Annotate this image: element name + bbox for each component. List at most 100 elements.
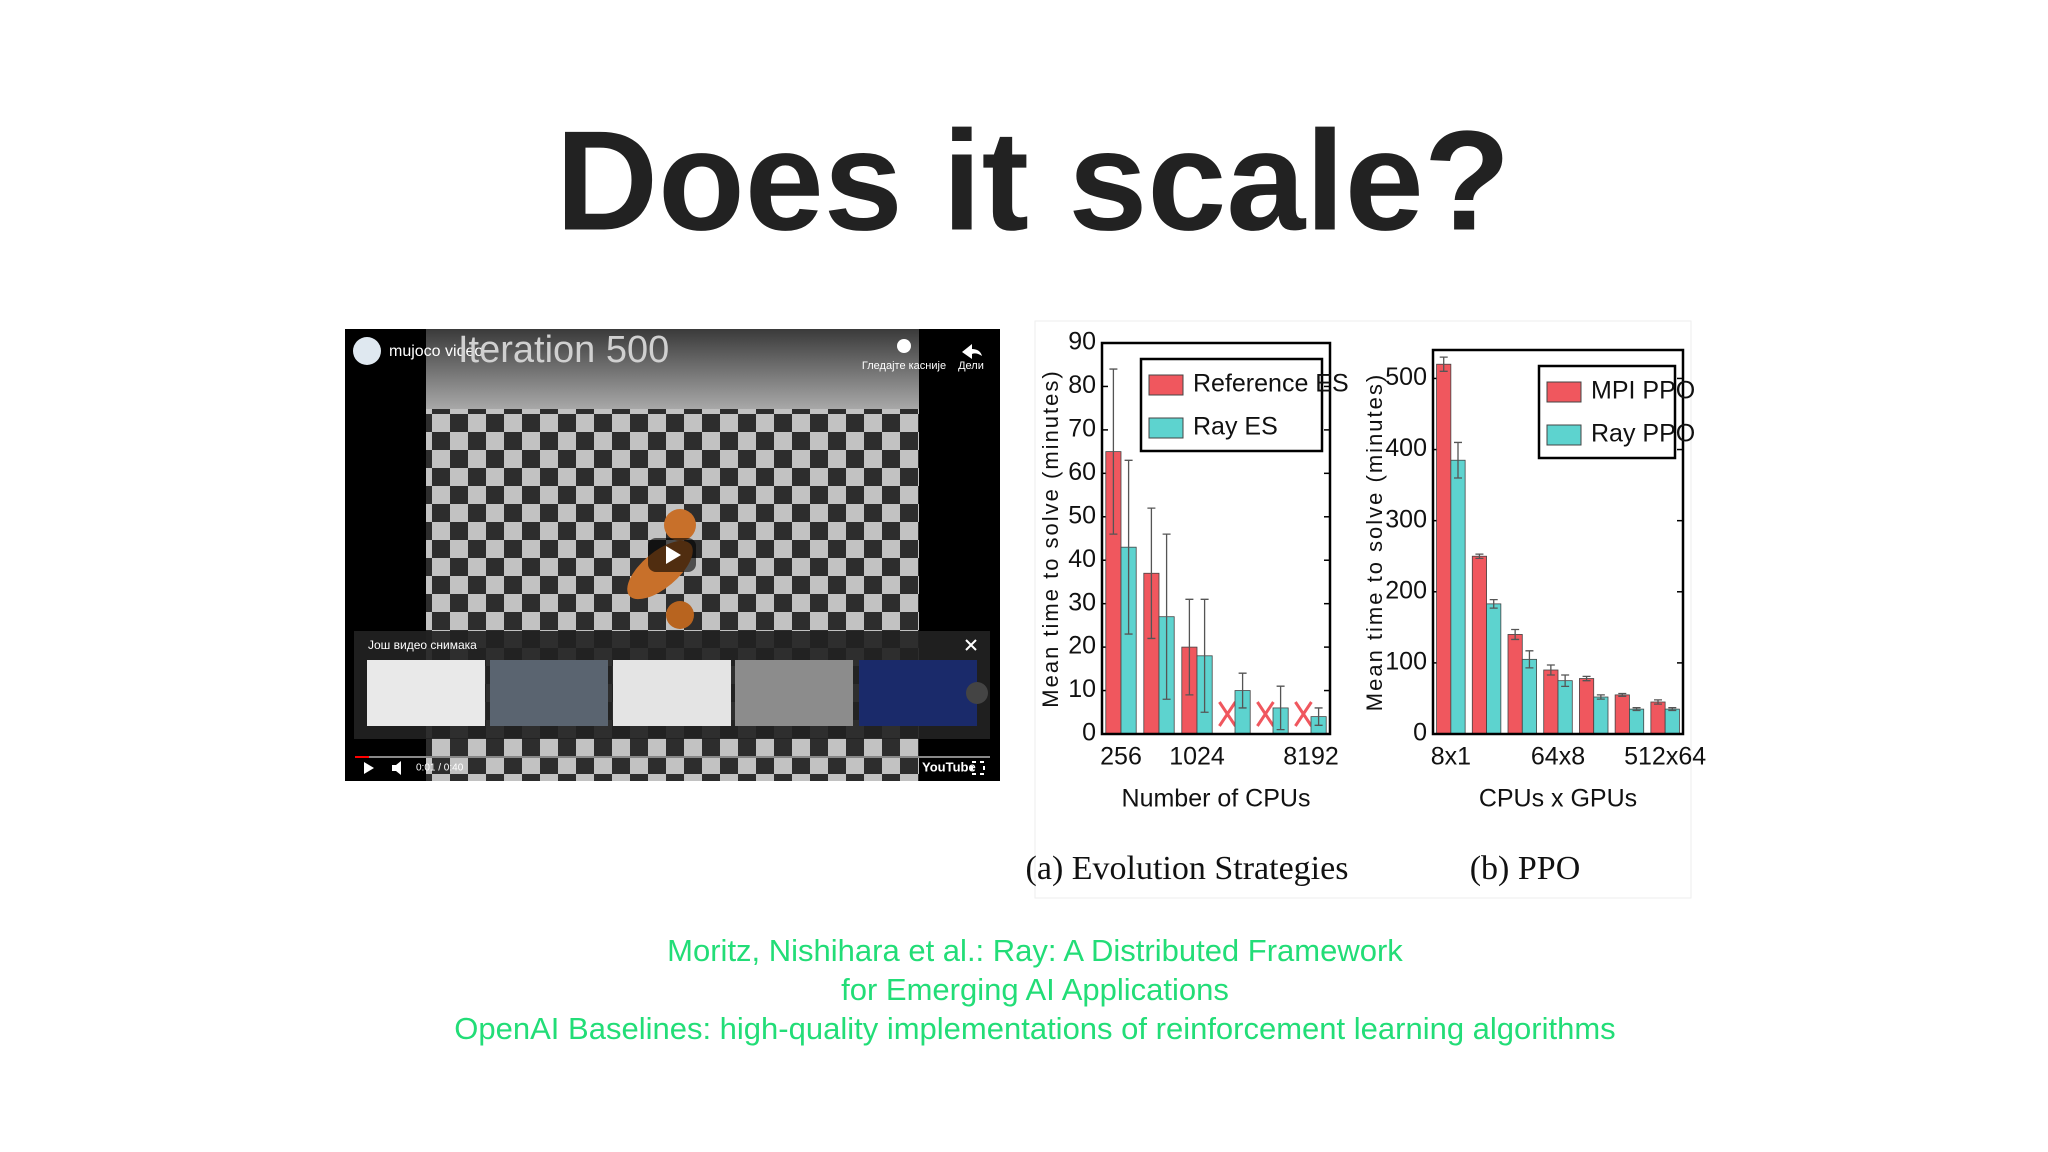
- legend-swatch: [1148, 417, 1184, 439]
- error-bar: [1109, 368, 1118, 535]
- watch-later-icon[interactable]: [897, 339, 911, 353]
- progress-bar[interactable]: [355, 756, 990, 758]
- error-bar: [1582, 675, 1591, 682]
- play-button[interactable]: [364, 762, 374, 774]
- y-tick-label: 300: [1385, 505, 1427, 533]
- thumbnail[interactable]: [859, 660, 977, 726]
- y-tick-label: 0: [1082, 719, 1096, 747]
- legend-label: MPI PPO: [1591, 377, 1695, 405]
- bar: [1471, 555, 1487, 735]
- y-axis-label: Mean time to solve (minutes): [1362, 373, 1387, 711]
- y-tick-label: 100: [1385, 647, 1427, 675]
- y-axis-label: Mean time to solve (minutes): [1038, 369, 1063, 707]
- thumbnail[interactable]: [367, 660, 485, 726]
- x-tick-label: 8192: [1283, 743, 1339, 771]
- error-bar: [1162, 533, 1171, 700]
- error-bar: [1475, 553, 1484, 560]
- bar: [1593, 696, 1609, 735]
- thumbnail[interactable]: [490, 660, 608, 726]
- bar: [1436, 363, 1452, 735]
- error-bar: [1654, 699, 1662, 705]
- slide-title: Does it scale?: [556, 102, 1511, 261]
- bar: [1486, 603, 1502, 735]
- youtube-logo[interactable]: YouTube: [922, 759, 976, 774]
- next-icon[interactable]: [966, 682, 988, 704]
- overlay-text: Iteration 500: [458, 329, 669, 371]
- bar: [1521, 658, 1537, 735]
- bar: [1614, 694, 1630, 735]
- y-tick-label: 40: [1068, 545, 1096, 573]
- legend-swatch: [1546, 381, 1582, 403]
- legend-label: Ray PPO: [1591, 420, 1695, 448]
- x-tick-label: 512x64: [1624, 743, 1706, 771]
- y-tick-label: 500: [1385, 363, 1427, 391]
- y-tick-label: 20: [1068, 632, 1096, 660]
- legend-swatch: [1546, 424, 1582, 446]
- error-bar: [1561, 674, 1570, 688]
- progress-played: [355, 756, 369, 758]
- error-bar: [1147, 507, 1156, 640]
- channel-name[interactable]: mujoco video: [389, 343, 483, 360]
- x-tick-label: 8x1: [1431, 743, 1471, 771]
- y-tick-label: 30: [1068, 588, 1096, 616]
- bar: [1650, 701, 1666, 735]
- close-icon[interactable]: [965, 639, 977, 651]
- y-tick-label: 70: [1068, 414, 1096, 442]
- error-bar: [1439, 356, 1448, 372]
- y-tick-label: 200: [1385, 576, 1427, 604]
- thumbnail[interactable]: [613, 660, 731, 726]
- volume-button[interactable]: [392, 761, 401, 775]
- missing-marker: [1256, 701, 1275, 727]
- y-tick-label: 0: [1413, 719, 1427, 747]
- legend-label: Reference ES: [1193, 370, 1349, 398]
- bar: [1579, 678, 1595, 735]
- error-bar: [1314, 707, 1323, 726]
- x-tick-label: 1024: [1169, 743, 1225, 771]
- bar: [1450, 459, 1466, 735]
- citation: OpenAI Baselines: high-quality implement…: [454, 1011, 1615, 1046]
- error-bar: [1525, 650, 1534, 669]
- caption: (b) PPO: [1470, 850, 1581, 887]
- bar: [1557, 680, 1573, 735]
- y-tick-label: 50: [1068, 501, 1096, 529]
- humanoid-foot: [666, 601, 694, 629]
- y-tick-label: 80: [1068, 371, 1096, 399]
- error-bar: [1185, 598, 1194, 696]
- humanoid-head: [664, 509, 696, 541]
- y-tick-label: 400: [1385, 434, 1427, 462]
- error-bar: [1238, 672, 1247, 709]
- error-bar: [1276, 685, 1285, 731]
- share[interactable]: Дели: [958, 360, 984, 372]
- watch-later[interactable]: Гледајте касније: [862, 360, 946, 372]
- error-bar: [1632, 707, 1641, 712]
- citation: Moritz, Nishihara et al.: Ray: A Distrib…: [667, 933, 1403, 968]
- missing-marker: [1218, 701, 1237, 727]
- plot-frame: [1100, 341, 1332, 736]
- x-axis-label: CPUs x GPUs: [1479, 785, 1637, 813]
- plot-frame: [1431, 348, 1685, 736]
- charts: 0 10 20 30 40 50 60 70 80 90 256 1024 8192 Reference …: [1026, 328, 1707, 887]
- y-tick-label: 60: [1068, 458, 1096, 486]
- x-tick-label: 64x8: [1531, 743, 1585, 771]
- fullscreen-button[interactable]: [971, 761, 985, 775]
- error-bar: [1124, 459, 1133, 635]
- error-bar: [1454, 441, 1462, 479]
- error-bar: [1668, 707, 1677, 712]
- thumbnail[interactable]: [735, 660, 853, 726]
- y-tick-label: 90: [1068, 328, 1096, 356]
- more-videos-label: Још видео снимака: [368, 638, 477, 652]
- play-icon: [666, 546, 681, 564]
- citation: for Emerging AI Applications: [841, 972, 1229, 1007]
- bar: [1507, 634, 1523, 735]
- legend-swatch: [1148, 374, 1184, 396]
- channel-avatar[interactable]: [353, 337, 381, 365]
- share-icon[interactable]: [962, 344, 982, 359]
- x-tick-label: 256: [1100, 743, 1142, 771]
- error-bar: [1489, 598, 1498, 609]
- bar: [1629, 708, 1645, 735]
- y-tick-label: 10: [1068, 675, 1096, 703]
- caption: (a) Evolution Strategies: [1026, 850, 1349, 887]
- error-bar: [1596, 694, 1605, 700]
- video-player[interactable]: mujoco video Iteration 500 Гледајте касн…: [345, 329, 1000, 781]
